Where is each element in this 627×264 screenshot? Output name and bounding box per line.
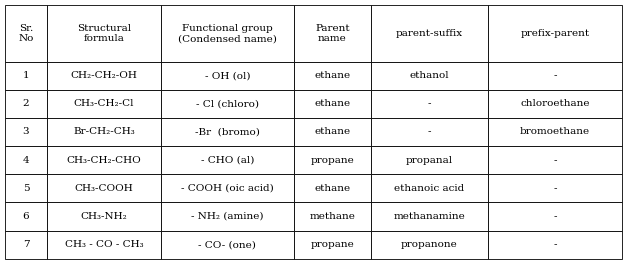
Bar bbox=[161, 90, 294, 118]
Bar bbox=[5, 118, 47, 146]
Text: ethanoic acid: ethanoic acid bbox=[394, 184, 465, 193]
Bar bbox=[161, 174, 294, 202]
Bar bbox=[488, 174, 622, 202]
Text: Functional group
(Condensed name): Functional group (Condensed name) bbox=[178, 24, 277, 43]
Bar bbox=[371, 202, 488, 230]
Text: - OH (ol): - OH (ol) bbox=[204, 71, 250, 80]
Text: Sr.
No: Sr. No bbox=[18, 24, 34, 43]
Text: CH₂-CH₂-OH: CH₂-CH₂-OH bbox=[71, 71, 137, 80]
Bar bbox=[5, 5, 47, 62]
Bar bbox=[47, 146, 161, 174]
Text: ethane: ethane bbox=[314, 71, 350, 80]
Text: - COOH (oic acid): - COOH (oic acid) bbox=[181, 184, 274, 193]
Text: Parent
name: Parent name bbox=[315, 24, 350, 43]
Text: ethane: ethane bbox=[314, 99, 350, 108]
Text: - CO- (one): - CO- (one) bbox=[199, 240, 256, 249]
Text: propane: propane bbox=[310, 156, 354, 165]
Text: 6: 6 bbox=[23, 212, 29, 221]
Text: chloroethane: chloroethane bbox=[520, 99, 590, 108]
Text: 5: 5 bbox=[23, 184, 29, 193]
Text: bromoethane: bromoethane bbox=[520, 128, 590, 136]
Text: 4: 4 bbox=[23, 156, 29, 165]
Bar bbox=[5, 146, 47, 174]
Bar bbox=[5, 62, 47, 90]
Text: - NH₂ (amine): - NH₂ (amine) bbox=[191, 212, 264, 221]
Text: 7: 7 bbox=[23, 240, 29, 249]
Bar bbox=[47, 118, 161, 146]
Text: propanal: propanal bbox=[406, 156, 453, 165]
Bar bbox=[371, 118, 488, 146]
Bar bbox=[161, 62, 294, 90]
Bar bbox=[294, 202, 371, 230]
Text: -: - bbox=[428, 99, 431, 108]
Bar bbox=[294, 118, 371, 146]
Text: -: - bbox=[553, 71, 557, 80]
Bar bbox=[47, 202, 161, 230]
Bar bbox=[488, 230, 622, 259]
Bar bbox=[47, 230, 161, 259]
Bar bbox=[161, 118, 294, 146]
Text: -: - bbox=[553, 156, 557, 165]
Text: CH₃-CH₂-Cl: CH₃-CH₂-Cl bbox=[74, 99, 134, 108]
Bar bbox=[294, 174, 371, 202]
Bar bbox=[371, 90, 488, 118]
Bar bbox=[5, 90, 47, 118]
Text: 1: 1 bbox=[23, 71, 29, 80]
Text: propanone: propanone bbox=[401, 240, 458, 249]
Bar bbox=[47, 90, 161, 118]
Bar bbox=[161, 202, 294, 230]
Bar bbox=[371, 146, 488, 174]
Bar bbox=[47, 5, 161, 62]
Bar bbox=[371, 5, 488, 62]
Bar bbox=[161, 146, 294, 174]
Bar bbox=[161, 230, 294, 259]
Bar bbox=[47, 62, 161, 90]
Bar bbox=[294, 90, 371, 118]
Text: -: - bbox=[428, 128, 431, 136]
Text: - CHO (al): - CHO (al) bbox=[201, 156, 254, 165]
Bar bbox=[488, 118, 622, 146]
Bar bbox=[294, 62, 371, 90]
Text: ethane: ethane bbox=[314, 184, 350, 193]
Text: 2: 2 bbox=[23, 99, 29, 108]
Text: methane: methane bbox=[309, 212, 356, 221]
Text: -: - bbox=[553, 240, 557, 249]
Bar bbox=[47, 174, 161, 202]
Bar bbox=[5, 174, 47, 202]
Text: CH₃-CH₂-CHO: CH₃-CH₂-CHO bbox=[66, 156, 142, 165]
Bar bbox=[488, 90, 622, 118]
Text: -: - bbox=[553, 212, 557, 221]
Text: -Br  (bromo): -Br (bromo) bbox=[195, 128, 260, 136]
Bar bbox=[5, 202, 47, 230]
Text: prefix-parent: prefix-parent bbox=[520, 29, 589, 38]
Text: methanamine: methanamine bbox=[394, 212, 465, 221]
Bar bbox=[488, 62, 622, 90]
Bar bbox=[371, 174, 488, 202]
Text: ethane: ethane bbox=[314, 128, 350, 136]
Bar bbox=[294, 230, 371, 259]
Bar bbox=[161, 5, 294, 62]
Text: - Cl (chloro): - Cl (chloro) bbox=[196, 99, 259, 108]
Bar bbox=[5, 230, 47, 259]
Text: propane: propane bbox=[310, 240, 354, 249]
Text: 3: 3 bbox=[23, 128, 29, 136]
Text: Br-CH₂-CH₃: Br-CH₂-CH₃ bbox=[73, 128, 135, 136]
Bar bbox=[488, 146, 622, 174]
Text: Structural
formula: Structural formula bbox=[77, 24, 131, 43]
Text: CH₃ - CO - CH₃: CH₃ - CO - CH₃ bbox=[65, 240, 144, 249]
Text: ethanol: ethanol bbox=[409, 71, 450, 80]
Bar bbox=[488, 5, 622, 62]
Bar bbox=[371, 230, 488, 259]
Bar bbox=[294, 5, 371, 62]
Bar bbox=[371, 62, 488, 90]
Text: CH₃-COOH: CH₃-COOH bbox=[75, 184, 134, 193]
Bar bbox=[294, 146, 371, 174]
Bar bbox=[488, 202, 622, 230]
Text: CH₃-NH₂: CH₃-NH₂ bbox=[81, 212, 127, 221]
Text: parent-suffix: parent-suffix bbox=[396, 29, 463, 38]
Text: -: - bbox=[553, 184, 557, 193]
